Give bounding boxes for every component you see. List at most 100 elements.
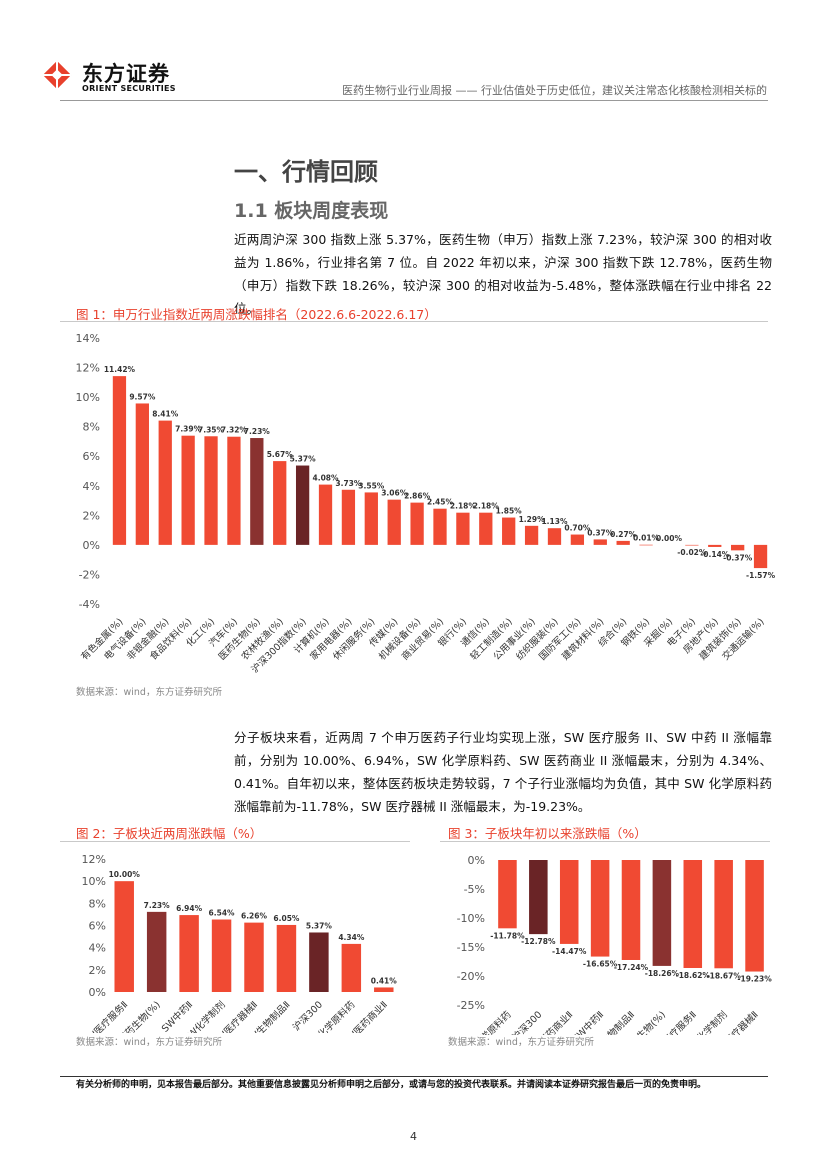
footer-divider [60,1076,768,1077]
bar [341,943,362,992]
bar [364,492,378,545]
data-label: -0.37% [723,553,753,562]
data-label: 1.13% [541,517,568,526]
bar [731,544,745,551]
category-label: 沪深300 [510,1009,545,1035]
bar [295,465,310,545]
data-label: 3.06% [381,489,408,498]
data-label: -0.02% [677,548,707,557]
y-tick-label: 6% [89,920,106,933]
bar [179,915,199,992]
data-label: -1.57% [746,571,776,580]
data-label: 9.57% [129,392,156,401]
bar [114,881,134,992]
bar [547,528,562,545]
data-label: 7.23% [144,901,171,910]
figure-1-industry-bar-chart: -4%-2%0%2%4%6%8%10%12%14%11.42%有色金属(%)9.… [76,332,776,675]
subsection-title: 1.1 板块周度表现 [234,200,389,222]
data-label: -17.24% [614,963,649,972]
figure-1-title: 图 1：申万行业指数近两周涨跌幅排名（2022.6.6-2022.6.17） [76,307,437,322]
bar [135,403,149,545]
bar [745,860,764,972]
data-label: 7.35% [198,425,225,434]
data-label: 2.18% [473,502,500,511]
data-label: 2.18% [450,502,477,511]
figure-2-subsector-two-week-chart: 0%2%4%6%8%10%12%10.00%SW医疗服务Ⅱ7.23%医药生物(%… [81,853,398,1033]
data-label: 0.27% [610,530,637,539]
bar [276,924,297,992]
data-label: 7.23% [244,427,271,436]
y-tick-label: 14% [76,332,100,345]
bar [652,860,672,966]
report-header-title: 医药生物行业行业周报 —— 行业估值处于历史低位，建议关注常态化核酸检测相关标的 [342,84,767,97]
figure-3-title: 图 3：子板块年初以来涨跌幅（%） [448,826,647,841]
bar [273,461,287,545]
data-label: 3.73% [335,479,362,488]
data-label: 6.54% [209,909,236,918]
category-label: SW化学原料药 [461,1009,514,1035]
data-label: -18.62% [676,971,711,980]
bar [211,919,232,992]
data-label: 2.45% [427,498,454,507]
bar [753,544,768,569]
data-label: 5.37% [290,455,317,464]
figure-2-divider [60,841,410,842]
bar [559,860,579,944]
paragraph-market-review: 近两周沪深 300 指数上涨 5.37%，医药生物（申万）指数上涨 7.23%，… [234,232,772,316]
data-label: -0.14% [700,550,730,559]
bar [318,484,333,545]
bar [387,499,401,545]
data-label: -14.47% [552,947,587,956]
bar [570,534,585,545]
bar [714,860,733,969]
bar [341,489,356,545]
data-label: 0.41% [371,976,398,985]
y-tick-label: 10% [82,875,106,888]
header-divider [60,100,768,101]
data-label: -18.26% [645,969,680,978]
category-label: SW医疗服务Ⅱ [81,999,131,1033]
section-title: 一、行情回顾 [234,158,378,186]
bar [112,376,127,545]
data-label: -18.67% [706,971,741,980]
bar [227,436,241,545]
y-tick-label: 4% [83,480,100,493]
figure-3-source: 数据来源：wind，东方证券研究所 [448,1037,594,1048]
y-tick-label: -5% [464,883,485,896]
category-label: SW中药Ⅱ [570,1009,606,1035]
y-tick-label: 12% [82,853,106,866]
data-label: 0.00% [656,534,683,543]
y-tick-label: 8% [89,897,106,910]
data-label: -11.78% [490,931,525,940]
paragraph-sub-sector: 分子板块来看，近两周 7 个申万医药子行业均实现上涨，SW 医疗服务 II、SW… [234,730,772,814]
bar [410,502,424,545]
data-label: 5.67% [267,450,294,459]
figure-3-divider [440,841,770,842]
bar [146,911,167,992]
bar [683,860,703,968]
y-tick-label: -10% [457,912,485,925]
bar [204,436,218,545]
bar [374,987,394,992]
data-label: 8.41% [152,410,179,419]
figure-1-source: 数据来源：wind，东方证券研究所 [76,687,222,698]
data-label: -16.65% [583,960,618,969]
bar [685,544,699,546]
y-tick-label: 2% [83,509,100,522]
bar [244,922,264,992]
brand-name-en: ORIENT SECURITIES [82,84,176,93]
footer-disclaimer: 有关分析师的申明，见本报告最后部分。其他重要信息披露见分析师申明之后部分，或请与… [76,1080,707,1090]
data-label: 6.26% [241,912,268,921]
brand-name-cn: 东方证券 [82,62,170,86]
data-label: 2.86% [404,492,431,501]
y-tick-label: -20% [457,970,485,983]
bar [708,544,722,547]
bar [158,420,172,545]
y-tick-label: -2% [79,568,100,581]
data-label: 6.05% [273,914,300,923]
data-label: 3.55% [358,481,385,490]
data-label: 7.32% [221,426,248,435]
y-tick-label: 10% [76,391,100,404]
y-tick-label: -4% [79,598,100,611]
data-label: 10.00% [109,870,141,879]
